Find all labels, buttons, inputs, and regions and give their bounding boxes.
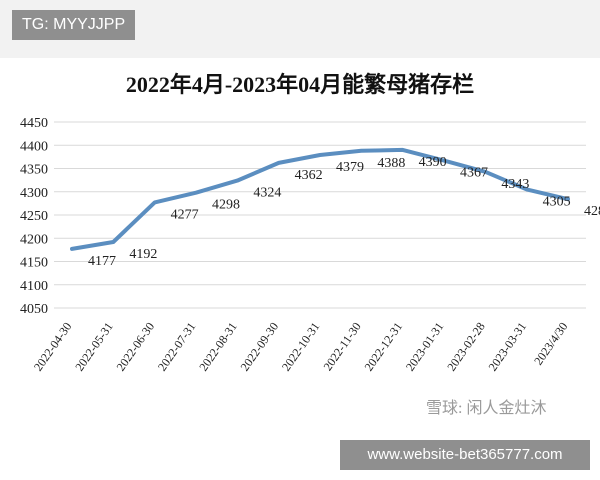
x-tick-label: 2022-04-30: [31, 320, 75, 374]
x-tick-labels: 2022-04-302022-05-312022-06-302022-07-31…: [31, 320, 571, 374]
x-tick-label: 2022-07-31: [155, 320, 199, 374]
y-tick-label: 4250: [20, 209, 48, 224]
watermark: 雪球: 闲人金灶沐: [426, 399, 546, 417]
data-label: 4298: [212, 198, 240, 213]
data-label: 4305: [543, 194, 571, 209]
x-tick-label: 2022-10-31: [279, 320, 323, 374]
grid-lines: [54, 121, 586, 309]
data-label: 4362: [295, 168, 323, 183]
x-tick-label: 2023-02-28: [444, 320, 488, 374]
data-label: 4367: [460, 166, 488, 181]
x-tick-label: 2023-03-31: [486, 320, 530, 374]
data-label: 4192: [129, 247, 157, 262]
series-line: [70, 147, 570, 251]
data-label: 4177: [88, 254, 116, 269]
x-tick-label: 2022-05-31: [72, 320, 116, 374]
x-tick-label: 2022-09-30: [238, 320, 282, 374]
data-label: 4390: [419, 155, 447, 170]
x-tick-label: 2023/4/30: [531, 320, 570, 368]
x-tick-label: 2022-06-30: [114, 320, 158, 374]
y-tick-labels: 4050 4100 4150 4200 4250 4300 4350 4400 4450: [20, 116, 48, 317]
x-tick-label: 2022-08-31: [196, 320, 240, 374]
y-tick-label: 4350: [20, 163, 48, 178]
chart-title: 2022年4月-2023年04月能繁母猪存栏: [126, 72, 474, 97]
y-tick-label: 4300: [20, 186, 48, 201]
data-labels: 4177 4192 4277 4298 4324 4362 4379 4388 4390 4367…: [88, 155, 600, 269]
data-label: 4324: [253, 186, 281, 201]
y-tick-label: 4200: [20, 232, 48, 247]
x-tick-label: 2022-11-30: [320, 320, 363, 374]
tg-tag: TG: MYYJJPP: [12, 10, 136, 40]
x-tick-label: 2023-01-31: [403, 320, 447, 374]
data-label: 4379: [336, 160, 364, 175]
line-chart: 2022年4月-2023年04月能繁母猪存栏 40504100415042004…: [20, 72, 600, 417]
y-tick-label: 4100: [20, 279, 48, 294]
y-tick-label: 4150: [20, 256, 48, 271]
y-tick-label: 4400: [20, 139, 48, 154]
data-label: 4343: [501, 177, 529, 192]
data-label: 4388: [377, 156, 405, 171]
y-tick-label: 4050: [20, 302, 48, 317]
data-label: 4284: [584, 204, 600, 219]
chart-frame: 2022年4月-2023年04月能繁母猪存栏 4050 4100 4150 4200 4…: [0, 58, 600, 420]
y-tick-label: 4450: [20, 116, 48, 131]
x-tick-label: 2022-12-31: [362, 320, 406, 374]
website-banner: www.website-bet365777.com: [340, 440, 590, 470]
data-label: 4277: [171, 207, 199, 222]
